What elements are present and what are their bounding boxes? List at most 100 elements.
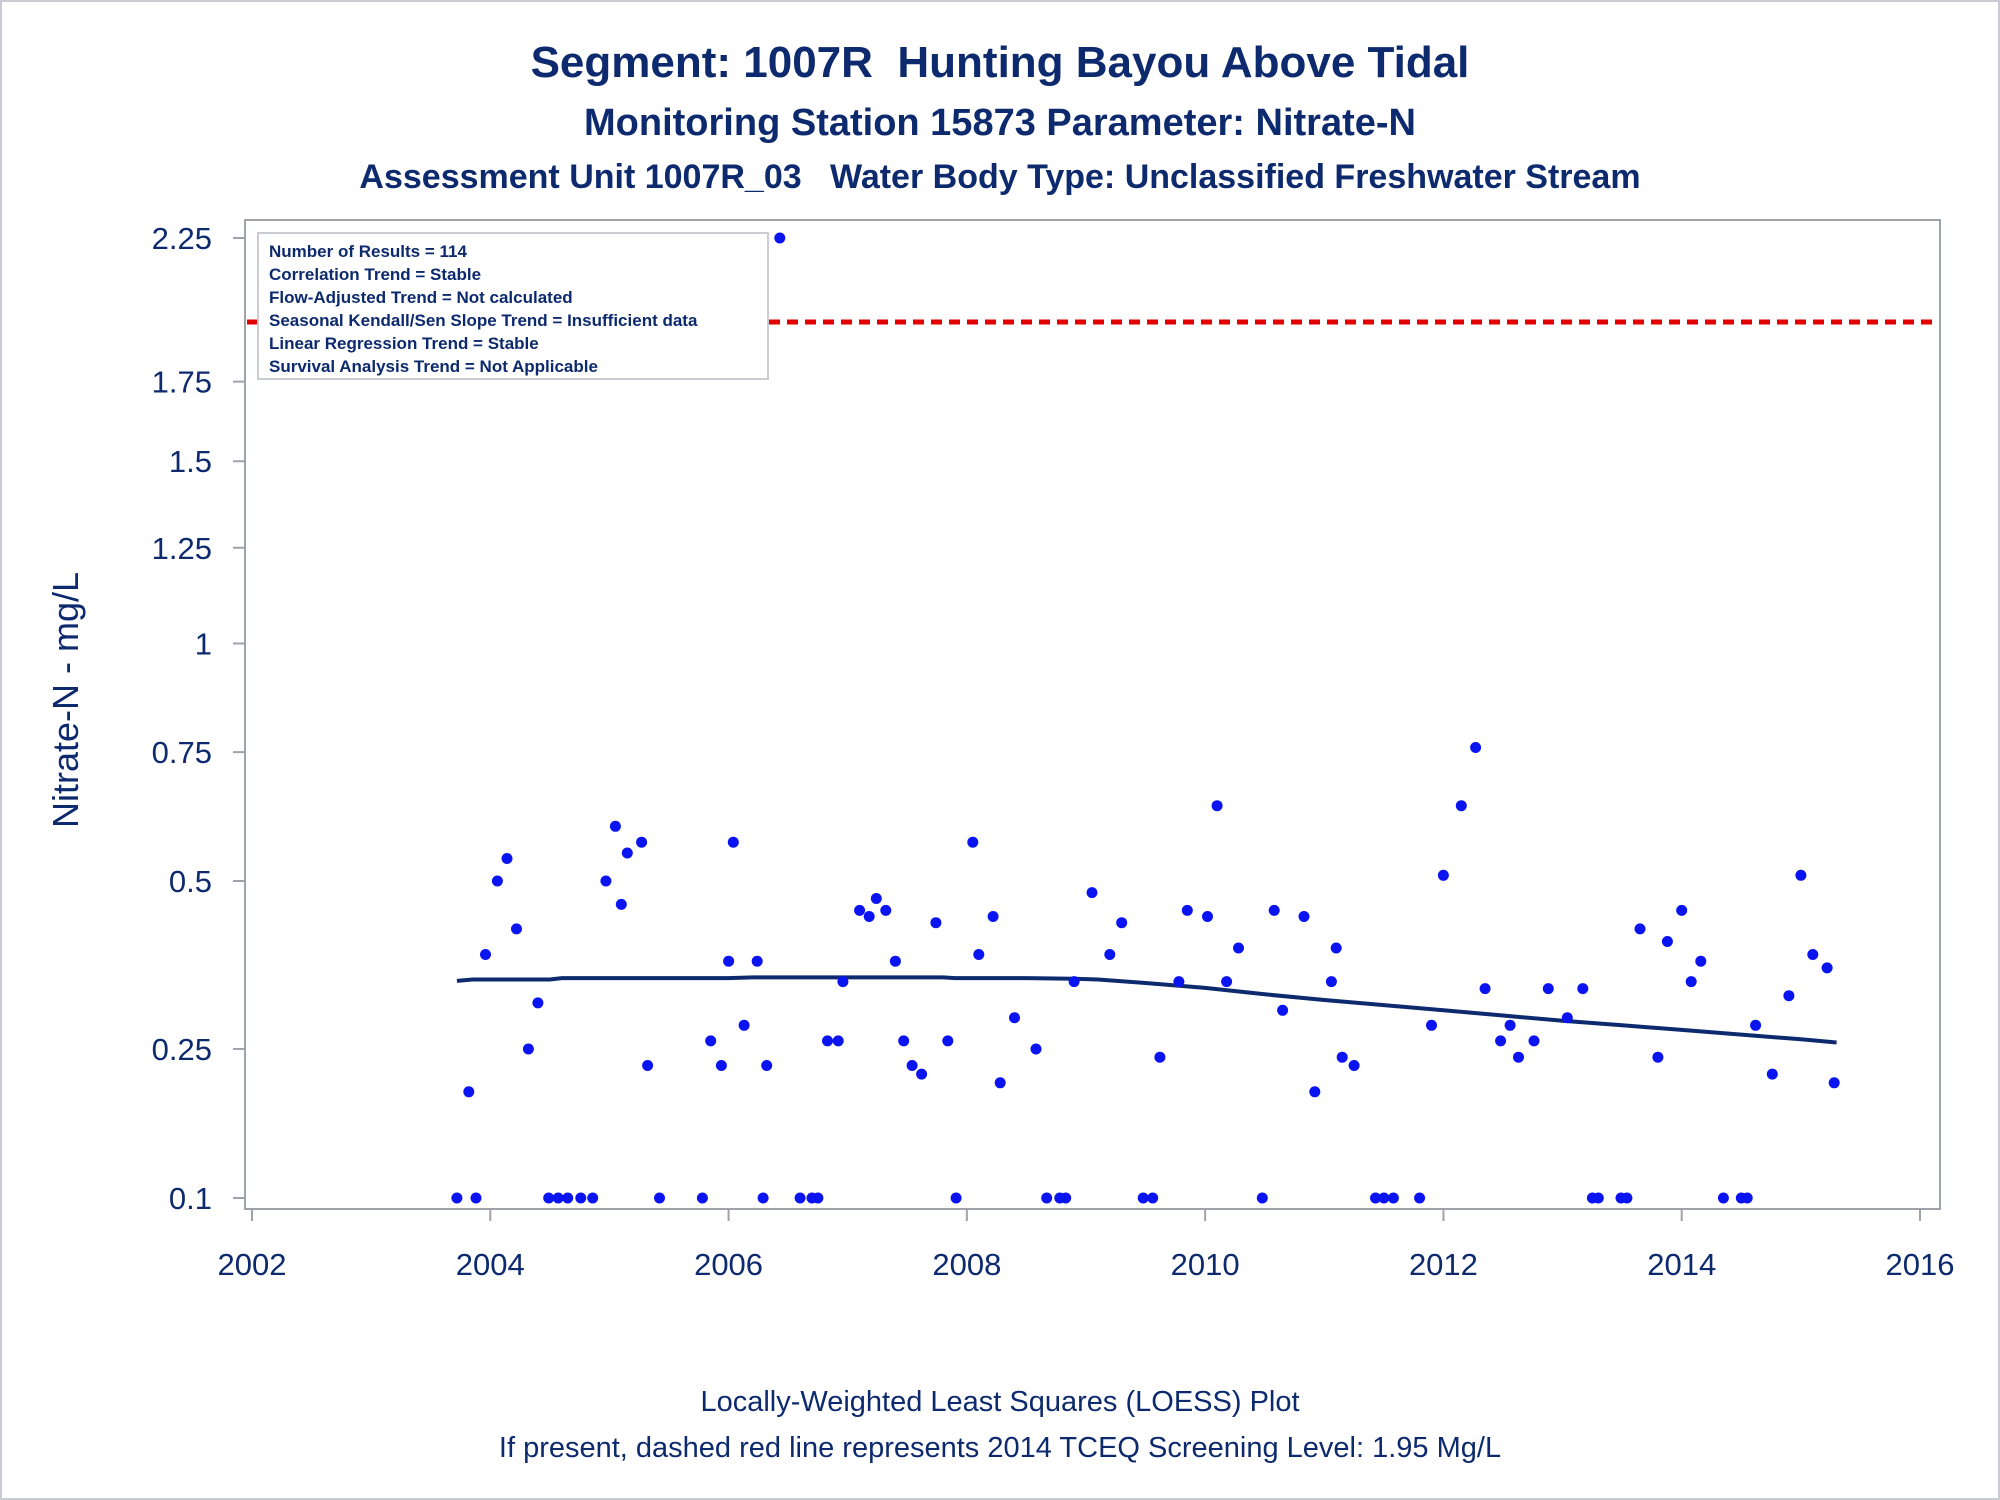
data-point — [1783, 990, 1795, 1002]
data-point — [987, 911, 999, 922]
trend-summary-line: Number of Results = 114 — [269, 242, 467, 261]
data-point — [587, 1192, 599, 1204]
data-point — [1414, 1192, 1426, 1204]
data-point — [1695, 955, 1707, 967]
y-tick-label: 0.5 — [169, 864, 212, 899]
data-point — [1741, 1192, 1753, 1204]
data-point — [1202, 911, 1213, 922]
plot-area — [244, 219, 1941, 1210]
data-point — [715, 1060, 727, 1071]
data-point — [757, 1192, 769, 1204]
y-tick-label: 0.1 — [169, 1181, 212, 1216]
data-point — [1387, 1192, 1399, 1204]
data-point — [600, 875, 612, 887]
x-tick-label: 2006 — [694, 1247, 763, 1282]
y-tick-label: 0.25 — [152, 1032, 212, 1067]
data-point — [898, 1035, 910, 1047]
data-point — [880, 904, 892, 916]
data-point — [451, 1192, 463, 1204]
data-point — [889, 955, 901, 967]
data-point — [1330, 942, 1342, 954]
data-point — [916, 1068, 928, 1080]
data-point — [1348, 1060, 1360, 1071]
data-point — [1750, 1019, 1762, 1031]
data-point — [609, 820, 621, 832]
data-point — [1154, 1051, 1166, 1063]
data-point — [1256, 1192, 1268, 1204]
x-tick-label: 2002 — [218, 1247, 287, 1282]
data-point — [1652, 1051, 1664, 1063]
data-point — [727, 836, 739, 848]
data-point — [1685, 976, 1697, 988]
data-point — [1173, 976, 1185, 988]
data-point — [950, 1192, 962, 1204]
data-point — [1233, 942, 1244, 954]
x-tick-label: 2004 — [456, 1247, 525, 1282]
trend-summary-line: Survival Analysis Trend = Not Applicable — [269, 357, 598, 376]
data-point — [1370, 1192, 1381, 1204]
data-point — [1634, 923, 1646, 935]
data-point — [1060, 1192, 1072, 1204]
data-point — [1766, 1068, 1778, 1080]
data-point — [1828, 1077, 1840, 1089]
data-point — [615, 898, 627, 910]
data-point — [751, 955, 763, 967]
data-point — [543, 1192, 555, 1204]
y-tick-label: 1 — [195, 626, 212, 661]
data-point — [705, 1035, 717, 1047]
y-tick-label: 1.5 — [169, 444, 212, 479]
trend-summary-border — [257, 232, 769, 380]
data-point — [511, 923, 522, 935]
data-point — [463, 1086, 475, 1098]
data-point — [1147, 1192, 1159, 1204]
data-point — [1528, 1035, 1540, 1047]
data-point — [761, 1060, 773, 1071]
data-point — [837, 976, 849, 988]
data-point — [822, 1035, 833, 1047]
data-point — [1470, 742, 1482, 753]
data-point — [1661, 936, 1673, 947]
x-tick-label: 2010 — [1171, 1247, 1240, 1282]
trend-summary-line: Flow-Adjusted Trend = Not calculated — [269, 288, 573, 307]
chart-title: Segment: 1007R Hunting Bayou Above Tidal — [530, 38, 1470, 87]
data-point — [491, 875, 503, 887]
x-tick-label: 2012 — [1409, 1247, 1478, 1282]
data-point — [1437, 869, 1449, 881]
data-point — [522, 1043, 534, 1055]
data-point — [654, 1192, 665, 1204]
data-point — [1577, 983, 1589, 995]
data-point — [1104, 949, 1116, 960]
data-point — [973, 949, 985, 960]
data-point — [1717, 1192, 1729, 1204]
data-point — [636, 836, 648, 848]
y-tick-label: 1.75 — [152, 365, 212, 400]
data-point — [1268, 904, 1280, 916]
data-point — [1041, 1192, 1053, 1204]
data-point — [1592, 1192, 1604, 1204]
data-point — [575, 1192, 587, 1204]
x-tick-label: 2008 — [932, 1247, 1001, 1282]
data-point — [501, 853, 513, 864]
trend-summary-box: Number of Results = 114 Correlation Tren… — [257, 232, 769, 380]
data-point — [967, 836, 979, 848]
data-point — [832, 1035, 844, 1047]
data-point — [1455, 800, 1467, 812]
loess-line — [456, 975, 1837, 1045]
data-point — [774, 232, 786, 244]
chart-subtitle: Monitoring Station 15873 Parameter: Nitr… — [584, 102, 1416, 144]
data-point — [1821, 962, 1833, 974]
chart-subtitle-2: Assessment Unit 1007R_03 Water Body Type… — [359, 158, 1641, 196]
data-point — [1807, 949, 1819, 960]
data-point — [1495, 1035, 1507, 1047]
data-point — [863, 911, 875, 922]
data-point — [696, 1192, 708, 1204]
data-point — [480, 949, 491, 960]
data-point — [723, 955, 735, 967]
data-point — [1277, 1004, 1289, 1016]
data-point — [642, 1060, 654, 1071]
data-point — [930, 917, 942, 929]
data-point — [470, 1192, 482, 1204]
data-point — [1426, 1019, 1437, 1031]
data-point — [1211, 800, 1223, 812]
